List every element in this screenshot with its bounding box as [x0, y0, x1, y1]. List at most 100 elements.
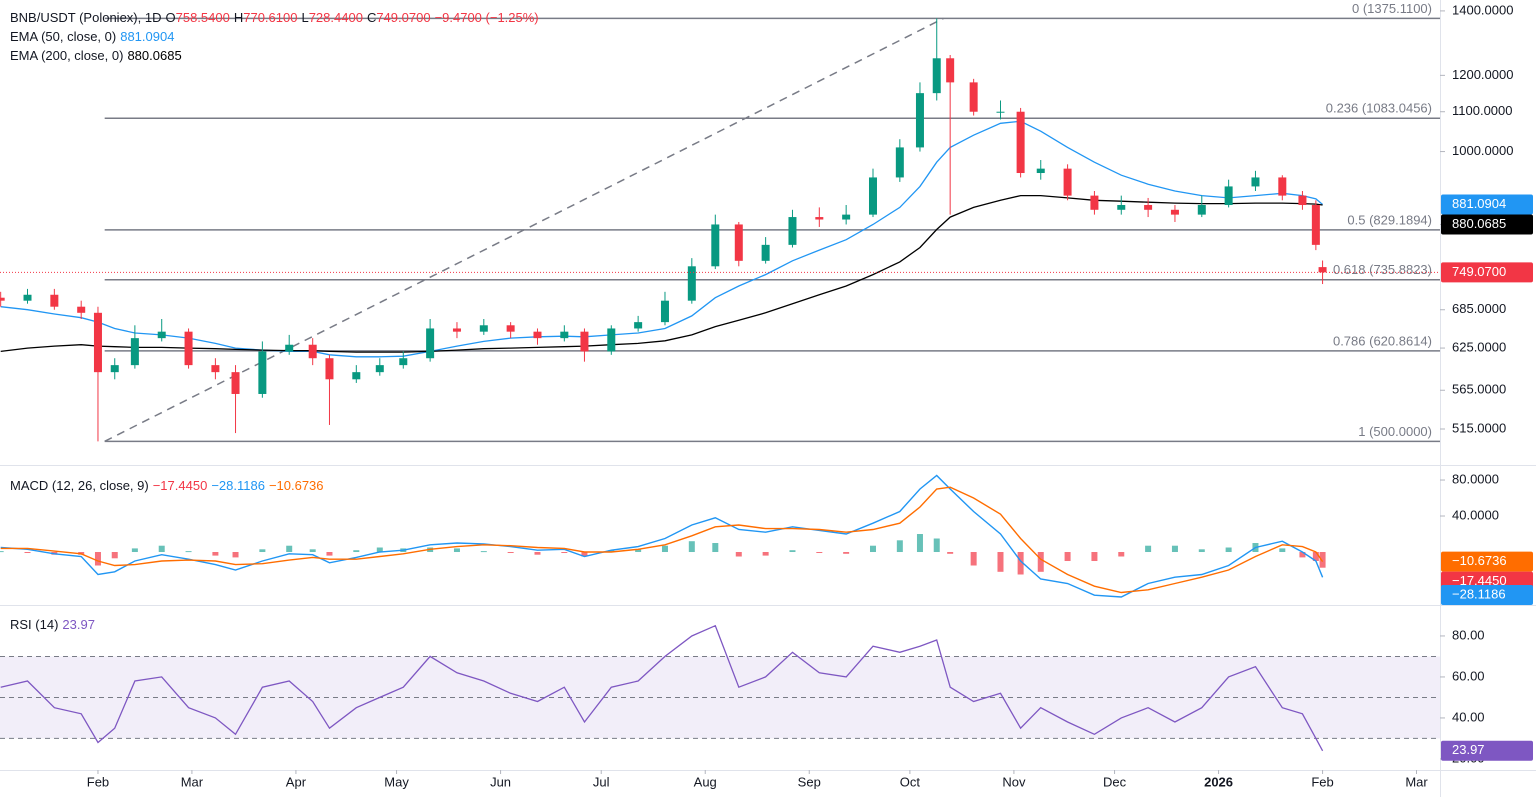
- indicator-value: −17.4450: [152, 478, 208, 493]
- fib-label: 0.786 (620.8614): [1333, 333, 1432, 348]
- candle-body: [932, 58, 941, 94]
- fib-trend-line: [104, 17, 944, 443]
- macd-histogram-bar: [94, 552, 101, 566]
- macd-histogram-bar: [1064, 552, 1071, 562]
- fib-label: 0 (1375.1100): [1352, 1, 1432, 16]
- y-tick-label: 565.0000: [1452, 382, 1506, 397]
- y-tick-label: 1000.0000: [1452, 143, 1513, 158]
- candle-body: [184, 331, 193, 366]
- macd-histogram-bar: [453, 548, 460, 553]
- macd-histogram-bar: [661, 545, 668, 553]
- indicator-value: −28.1186: [211, 478, 265, 493]
- macd-histogram-bar: [561, 552, 568, 554]
- x-tick-label: Nov: [1002, 774, 1026, 789]
- price-badge-label: 880.0685: [1452, 216, 1506, 231]
- candle-body: [285, 344, 294, 352]
- y-tick-label: 1100.0000: [1452, 103, 1513, 118]
- candle-body: [761, 244, 770, 261]
- x-tick-label: Jul: [593, 774, 610, 789]
- macd-histogram-bar: [131, 548, 138, 553]
- macd-histogram-bar: [326, 552, 333, 556]
- candle-body: [1311, 205, 1320, 245]
- macd-histogram-bar: [0, 551, 4, 553]
- candle-body: [325, 358, 334, 380]
- candle-body: [580, 331, 589, 352]
- indicator-name: RSI (14): [10, 617, 59, 632]
- macd-histogram-bar: [1118, 552, 1125, 557]
- macd-histogram-bar: [970, 552, 977, 566]
- candle-body: [352, 372, 361, 380]
- ohlc-value: 749.0700: [376, 10, 431, 25]
- macd-histogram-bar: [1037, 552, 1044, 572]
- legend-row: RSI (14) 23.97: [10, 615, 99, 634]
- macd-histogram-bar: [1312, 552, 1319, 562]
- rsi-line: [0, 624, 1324, 752]
- candle-body: [895, 147, 904, 178]
- macd-histogram-bar: [111, 552, 118, 559]
- macd-histogram-bar: [581, 552, 588, 557]
- candle-body: [1117, 205, 1126, 210]
- candle-body: [842, 214, 851, 220]
- ema-line: [0, 194, 1323, 353]
- x-tick-label: Sep: [798, 774, 821, 789]
- ohlc-value: 758.5400: [175, 10, 230, 25]
- fib-label: 1 (500.0000): [1358, 424, 1432, 439]
- candle-body: [734, 224, 743, 261]
- x-tick-label: 2026: [1204, 774, 1233, 789]
- y-tick-label: 80.00: [1452, 627, 1485, 642]
- y-tick-label: 40.0000: [1452, 507, 1499, 522]
- ohlc-key: L: [301, 10, 309, 25]
- candle-body: [1016, 111, 1025, 174]
- rsi-legend: RSI (14) 23.97: [10, 615, 99, 634]
- macd-histogram-bar: [947, 552, 954, 554]
- candle-body: [788, 217, 797, 245]
- price-badge-label: 881.0904: [1452, 196, 1506, 211]
- fib-label: 0.5 (829.1894): [1347, 212, 1432, 227]
- macd-histogram-bar: [762, 552, 769, 556]
- candle-body: [711, 224, 720, 267]
- candle-body: [1063, 168, 1072, 196]
- price-badge: [1441, 551, 1533, 572]
- y-tick-label: 625.0000: [1452, 339, 1506, 354]
- macd-histogram-bar: [286, 545, 293, 553]
- ohlc-key: C: [366, 10, 377, 25]
- macd-histogram-bar: [212, 552, 219, 556]
- macd-histogram-bar: [1279, 548, 1286, 553]
- candle-body: [506, 325, 515, 332]
- price-badge: [1441, 262, 1533, 283]
- price-badge-label: −28.1186: [1452, 586, 1506, 601]
- ohlc-key: H: [233, 10, 244, 25]
- candle-body: [0, 297, 5, 301]
- candle-body: [23, 294, 32, 301]
- candle-body: [130, 338, 139, 366]
- macd-histogram-bar: [688, 541, 695, 553]
- candle-body: [50, 294, 59, 307]
- candle-body: [1036, 168, 1045, 174]
- indicator-value: 880.0685: [127, 48, 182, 63]
- candle-body: [110, 365, 119, 373]
- macd-histogram-bar: [507, 552, 514, 554]
- candle-body: [157, 331, 166, 339]
- macd-histogram-bar: [789, 550, 796, 553]
- candle-body: [93, 312, 102, 373]
- candle-body: [1251, 177, 1260, 187]
- macd-histogram-bar: [997, 552, 1004, 572]
- candle-body: [211, 365, 220, 373]
- indicator-name: EMA (200, close, 0): [10, 48, 124, 63]
- x-tick-label: Feb: [1311, 774, 1333, 789]
- candle-body: [1090, 195, 1099, 210]
- price-badge: [1441, 194, 1533, 215]
- candle-body: [452, 328, 461, 332]
- y-tick-label: 40.00: [1452, 709, 1485, 724]
- macd-histogram-bar: [1171, 545, 1178, 553]
- ohlc-value: 728.4400: [308, 10, 363, 25]
- price-legend: BNB/USDT (Poloniex), 1D O758.5400 H770.610…: [10, 8, 543, 65]
- macd-histogram-bar: [933, 538, 940, 553]
- macd-histogram-bar: [735, 552, 742, 557]
- x-tick-label: Aug: [694, 774, 717, 789]
- candle-body: [969, 82, 978, 112]
- candle-body: [915, 93, 924, 148]
- candle-body: [660, 300, 669, 323]
